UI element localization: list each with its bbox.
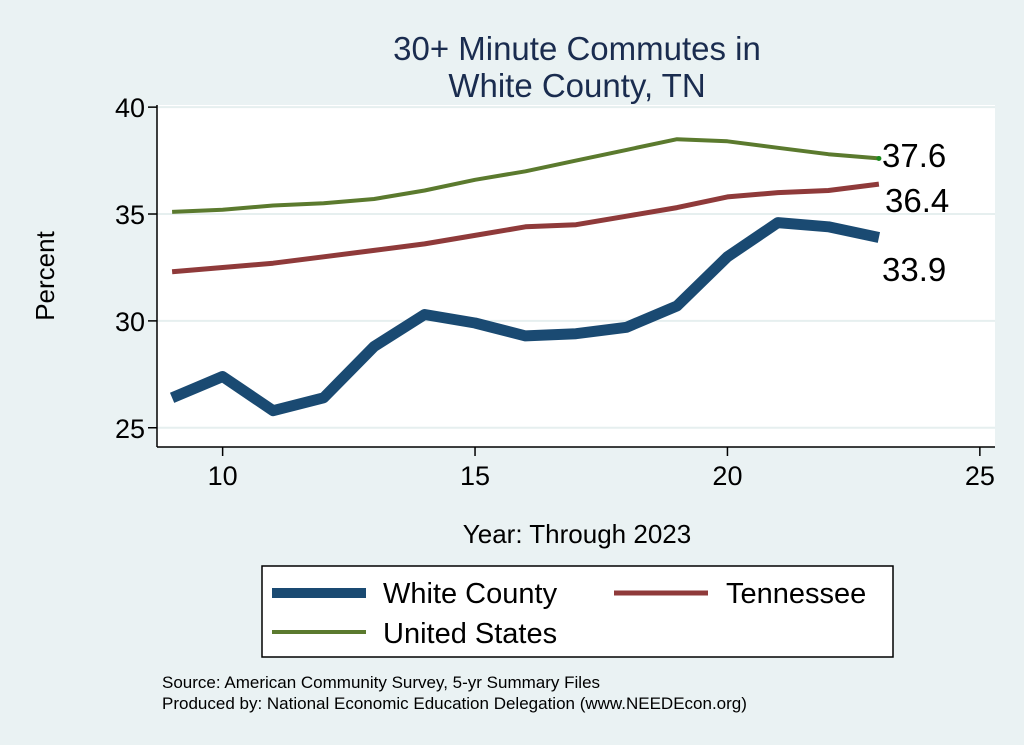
series-layer xyxy=(169,137,882,417)
end-label-white-county: 33.9 xyxy=(882,251,946,288)
x-tick-label-20: 20 xyxy=(712,461,742,491)
x-tick-label-15: 15 xyxy=(460,461,490,491)
legend-label-tennessee: Tennessee xyxy=(726,578,866,610)
produced-by-line: Produced by: National Economic Education… xyxy=(162,694,747,713)
y-tick-label-25: 25 xyxy=(115,414,145,444)
chart-title-line-1: 30+ Minute Commutes in xyxy=(393,30,761,67)
series-line-white-county xyxy=(169,217,881,417)
end-point-united-states xyxy=(876,155,882,161)
series-line-tennessee xyxy=(171,181,880,275)
legend-label-united-states: United States xyxy=(383,618,557,650)
series-line-united-states xyxy=(172,137,880,214)
y-axis-title: Percent xyxy=(30,230,60,320)
x-tick-label-10: 10 xyxy=(208,461,238,491)
y-tick-label-35: 35 xyxy=(115,200,145,230)
legend-label-white-county: White County xyxy=(383,578,558,610)
end-label-united-states: 37.6 xyxy=(882,137,946,174)
x-axis-title: Year: Through 2023 xyxy=(463,519,691,549)
gridlines xyxy=(157,106,995,429)
source-line: Source: American Community Survey, 5-yr … xyxy=(162,673,600,692)
x-tick-label-25: 25 xyxy=(965,461,995,491)
y-tick-label-40: 40 xyxy=(115,93,145,123)
end-label-tennessee: 36.4 xyxy=(885,182,949,219)
y-tick-label-30: 30 xyxy=(115,307,145,337)
x-ticks: 10 15 20 25 xyxy=(208,447,995,491)
y-ticks: 25 30 35 40 xyxy=(115,93,157,444)
chart-title-line-2: White County, TN xyxy=(448,67,705,104)
legend-box xyxy=(261,565,894,658)
